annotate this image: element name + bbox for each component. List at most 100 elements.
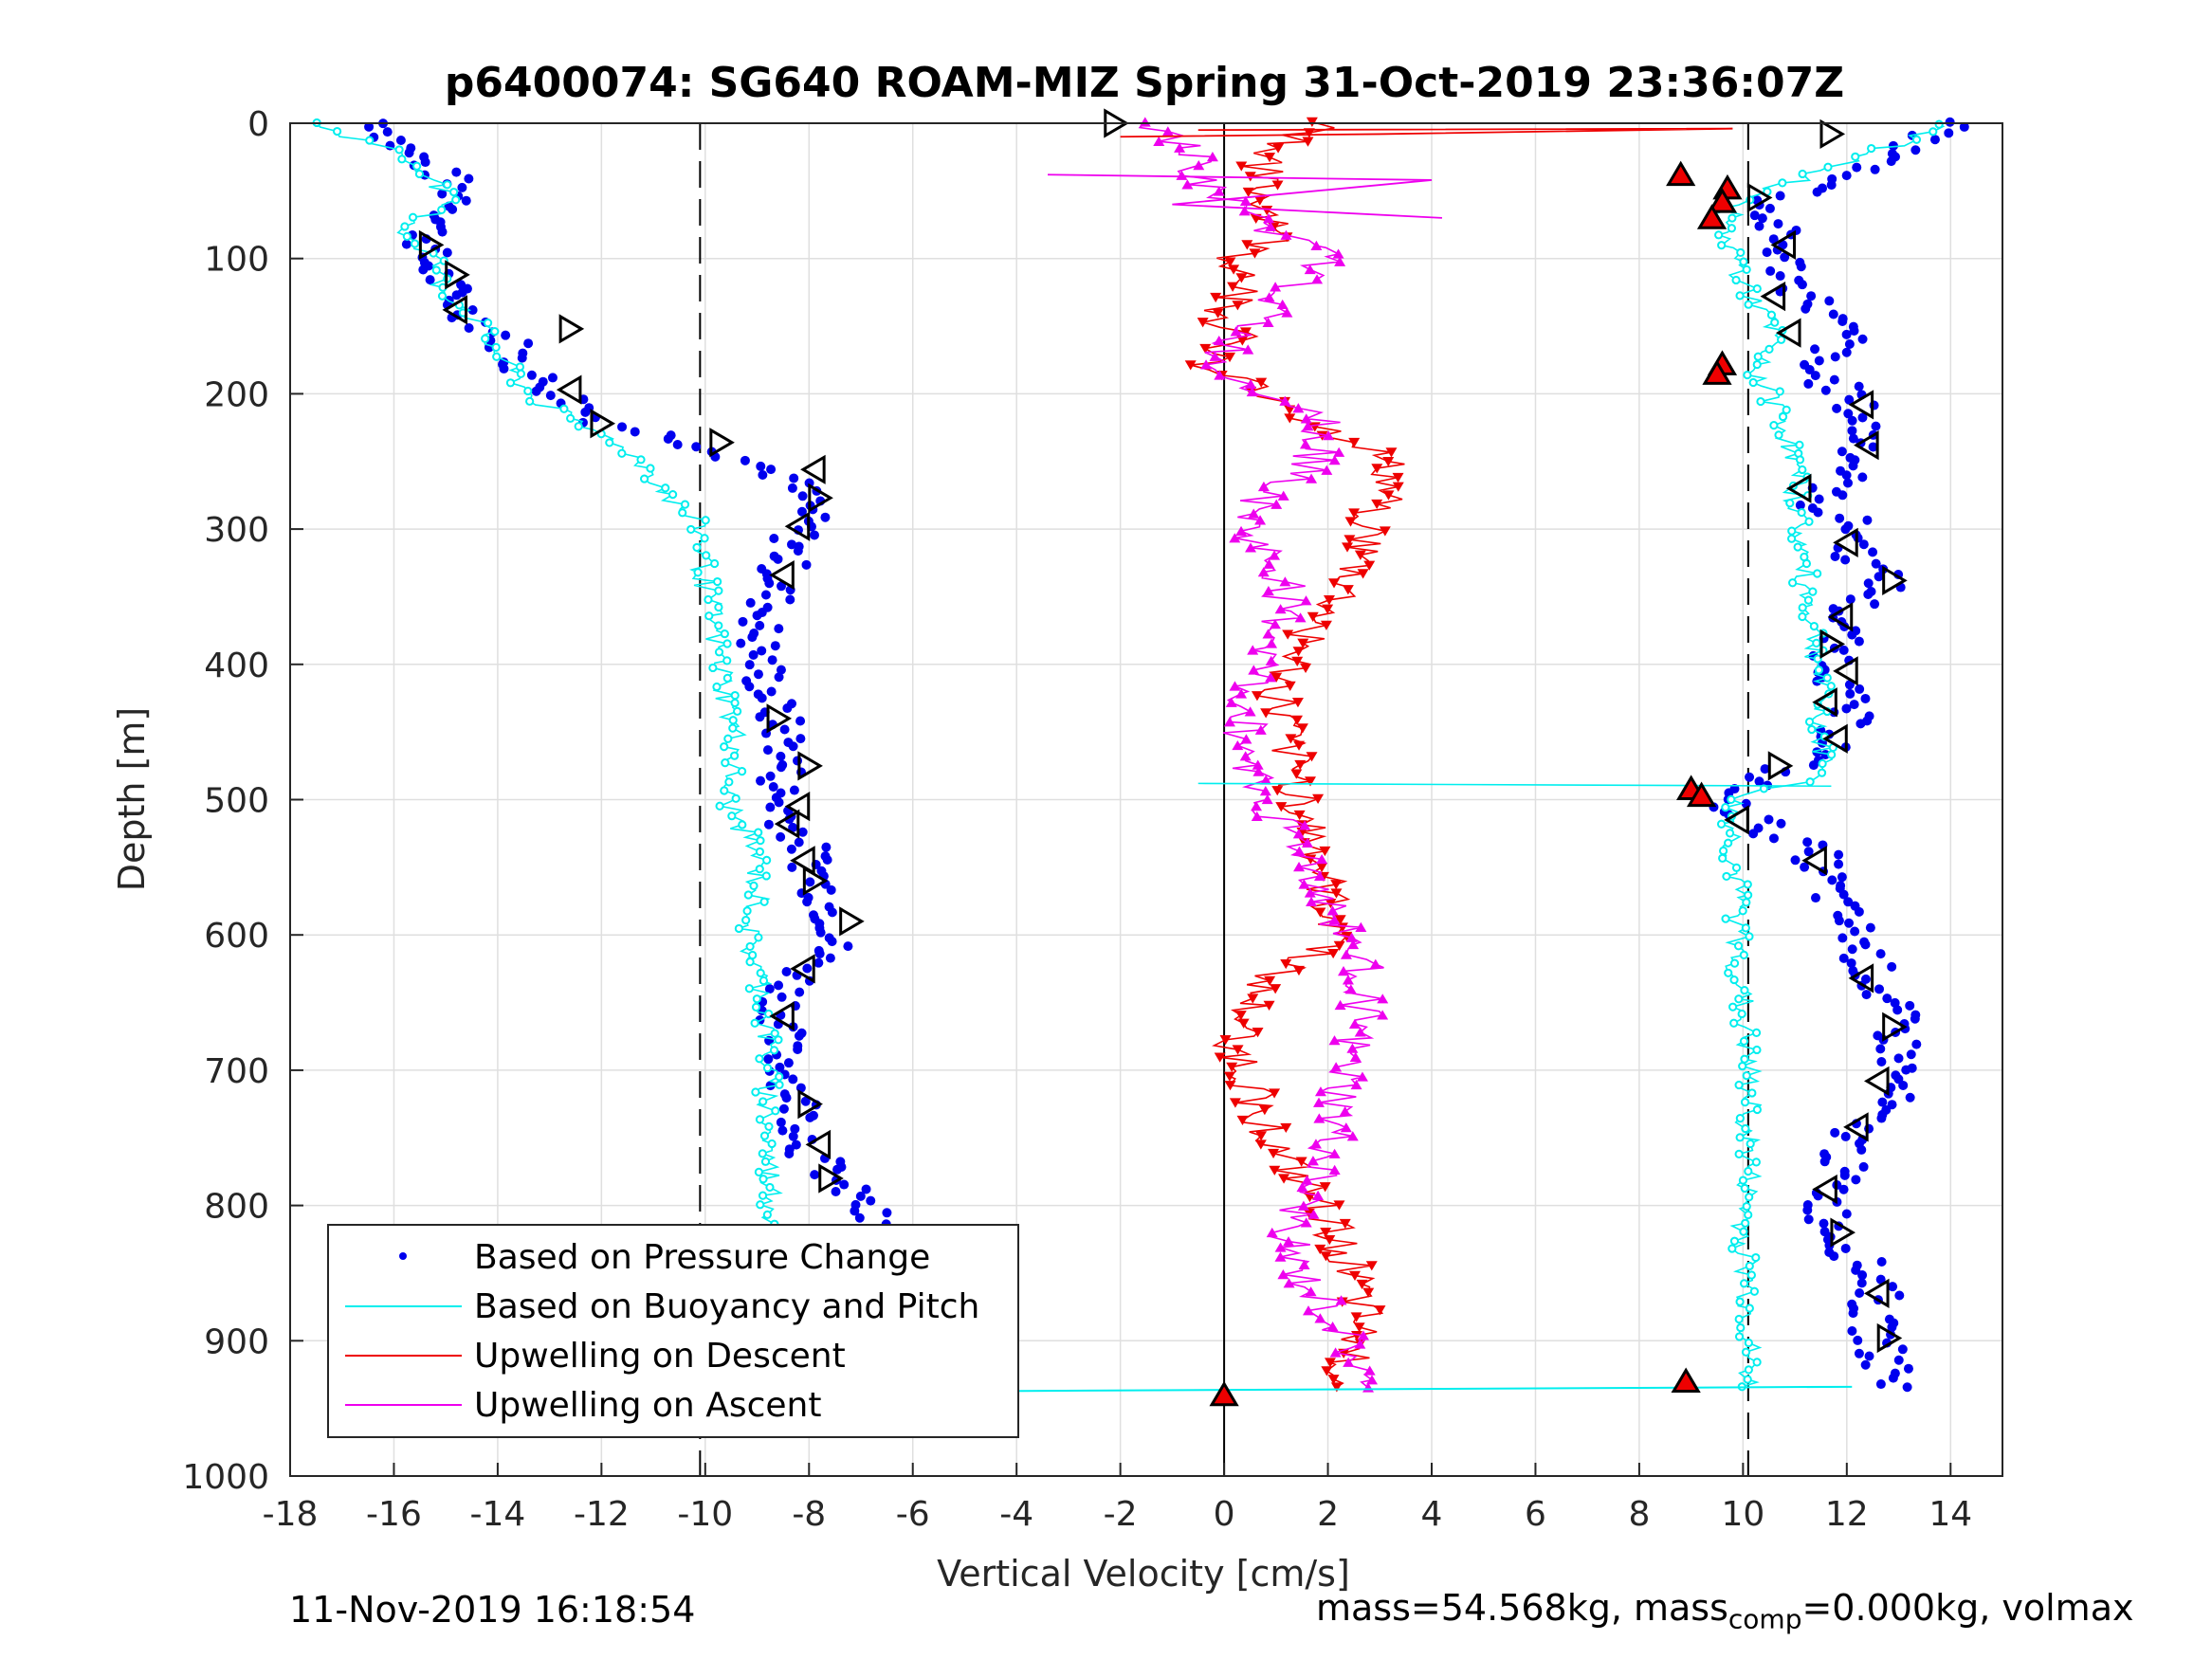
data-point	[722, 639, 732, 648]
data-point	[1303, 128, 1315, 138]
data-point	[1827, 875, 1837, 885]
data-point	[736, 638, 746, 648]
data-point	[1254, 515, 1267, 525]
data-point	[1867, 143, 1876, 154]
data-point	[760, 590, 771, 600]
data-point	[755, 1054, 764, 1064]
data-point	[745, 957, 755, 967]
data-point	[523, 386, 533, 396]
data-point	[1210, 292, 1222, 303]
data-point	[1263, 292, 1275, 302]
data-point	[1738, 1176, 1748, 1185]
data-point	[1313, 1113, 1325, 1123]
data-point	[1293, 846, 1306, 856]
data-point	[1265, 655, 1277, 665]
data-point	[702, 551, 711, 560]
data-point	[1911, 1039, 1922, 1049]
data-point	[1350, 1330, 1362, 1341]
data-point	[1225, 697, 1237, 707]
data-point	[1181, 179, 1194, 190]
data-point	[442, 247, 452, 258]
data-point	[457, 182, 467, 192]
data-point	[1295, 1157, 1307, 1167]
data-point	[1741, 923, 1750, 933]
data-point	[1803, 595, 1814, 605]
data-point	[437, 291, 448, 301]
data-point	[1887, 961, 1897, 972]
legend: Based on Pressure Change Based on Buoyan…	[327, 1224, 1019, 1438]
data-point	[1236, 336, 1249, 346]
data-point	[1228, 264, 1240, 275]
data-point	[1753, 352, 1763, 361]
data-point	[1278, 1174, 1290, 1184]
data-point	[778, 1103, 789, 1114]
red-triangle-marker	[1209, 1380, 1239, 1407]
turning-marker	[1770, 229, 1797, 261]
data-point	[1844, 338, 1855, 349]
data-point	[1841, 703, 1852, 714]
data-point	[1734, 1080, 1744, 1090]
turning-marker	[797, 751, 823, 781]
data-point	[492, 352, 502, 361]
data-point	[1721, 803, 1730, 812]
turning-marker	[1833, 527, 1858, 557]
data-point	[1744, 1166, 1753, 1176]
data-point	[766, 686, 777, 697]
data-point	[764, 578, 775, 589]
y-tick-label: 600	[204, 917, 269, 956]
data-point	[1224, 352, 1236, 363]
data-point	[693, 568, 703, 577]
data-point	[1292, 829, 1305, 839]
data-point	[1768, 833, 1779, 844]
data-point	[1346, 1043, 1359, 1053]
data-point	[483, 319, 493, 328]
data-point	[755, 620, 765, 630]
data-point	[1834, 859, 1844, 869]
data-point	[1743, 880, 1752, 889]
data-point	[1322, 604, 1334, 614]
data-point	[776, 762, 786, 773]
data-point	[787, 539, 797, 550]
data-point	[760, 1157, 771, 1166]
data-point	[1735, 1114, 1745, 1123]
data-point	[720, 629, 729, 639]
data-point	[734, 923, 744, 934]
data-point	[775, 1072, 784, 1082]
data-point	[401, 239, 411, 249]
data-point	[1297, 638, 1309, 648]
data-point	[1721, 914, 1730, 923]
data-point	[1200, 359, 1213, 370]
x-tick-label: 4	[1421, 1495, 1443, 1534]
x-tick-label: -8	[792, 1495, 826, 1534]
data-point	[1293, 862, 1306, 872]
data-point	[1310, 240, 1323, 250]
data-point	[777, 581, 787, 592]
data-point	[1805, 777, 1815, 787]
data-point	[1877, 1097, 1888, 1107]
data-point	[795, 987, 805, 997]
data-point	[1757, 213, 1767, 224]
data-point	[364, 121, 375, 132]
data-point	[545, 391, 556, 401]
data-point	[759, 1175, 768, 1184]
data-point	[408, 212, 418, 222]
data-point	[1874, 984, 1885, 994]
data-point	[788, 822, 798, 832]
data-point	[1766, 310, 1777, 319]
data-point	[1857, 412, 1868, 423]
data-point	[1855, 1288, 1865, 1299]
data-point	[751, 1002, 761, 1012]
data-point	[1745, 1193, 1754, 1202]
data-point	[796, 506, 807, 517]
data-point	[712, 682, 722, 692]
data-point	[1819, 1157, 1830, 1167]
data-point	[1247, 645, 1259, 655]
data-point	[464, 173, 474, 184]
data-point	[756, 775, 766, 786]
data-point	[1897, 1344, 1908, 1355]
data-point	[749, 881, 759, 890]
data-point	[744, 660, 755, 670]
data-point	[769, 1046, 779, 1055]
data-point	[1347, 939, 1360, 950]
legend-descent-label: Upwelling on Descent	[474, 1337, 846, 1376]
